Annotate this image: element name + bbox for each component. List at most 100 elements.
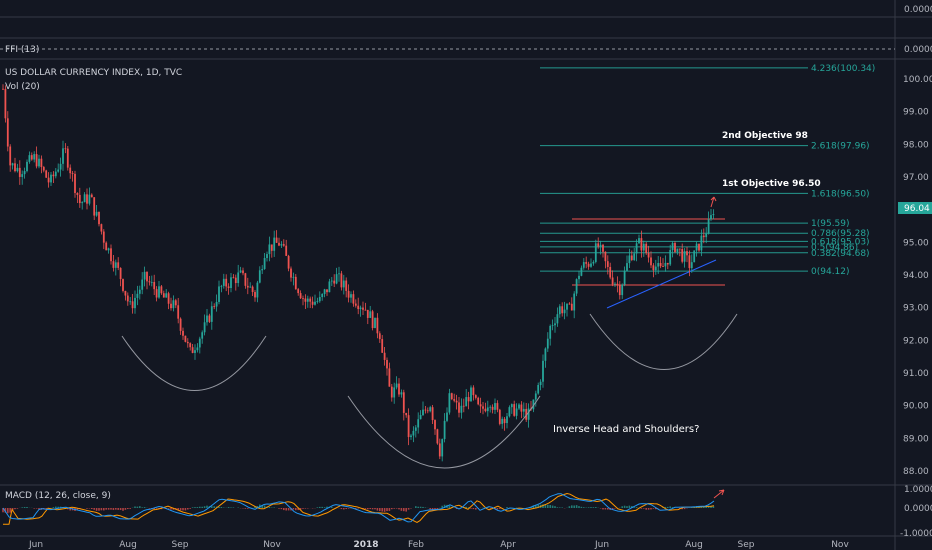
macd-histogram-bar [148, 508, 151, 509]
macd-histogram-bar [403, 508, 405, 512]
macd-histogram-bar [631, 506, 633, 508]
time-tick-label: Feb [408, 540, 424, 550]
fib-level-label: 0(94.12) [811, 267, 850, 277]
macd-histogram-bar [184, 508, 187, 511]
macd-histogram-bar [621, 506, 623, 508]
macd-histogram-bar [191, 507, 194, 508]
candle-body [431, 407, 434, 421]
macd-histogram-bar [127, 508, 129, 510]
candle-body [630, 255, 633, 261]
candle-body [489, 406, 492, 408]
candle-body [465, 397, 468, 407]
candle-body [213, 306, 216, 308]
macd-histogram-bar [115, 508, 117, 510]
candle-body [417, 419, 420, 428]
macd-histogram-bar [448, 505, 451, 508]
candle-body [640, 238, 643, 251]
candle-body [249, 286, 252, 288]
candle-body [64, 148, 67, 150]
macd-histogram-bar [395, 508, 398, 509]
macd-histogram-bar [391, 508, 393, 510]
macd-histogram-bar [273, 507, 275, 508]
candle-body [424, 409, 427, 411]
candle-body [472, 387, 475, 396]
candle-body [174, 300, 177, 306]
candle-body [102, 231, 105, 243]
macd-histogram-bar [549, 505, 551, 508]
candle-body [508, 407, 511, 417]
macd-histogram-bar [112, 508, 115, 511]
macd-histogram-bar [669, 506, 671, 508]
candle-body [251, 286, 254, 293]
candle-body [678, 248, 681, 250]
macd-histogram-bar [575, 505, 578, 508]
macd-histogram-bar [681, 508, 683, 510]
macd-histogram-bar [38, 508, 40, 510]
macd-histogram-bar [376, 508, 379, 511]
macd-histogram-bar [203, 506, 206, 508]
candle-body [62, 148, 64, 164]
macd-histogram-bar [467, 507, 470, 508]
candle-body [282, 244, 285, 246]
fibonacci-extension: 4.236(100.34) 2.618(97.96) 1.618(96.50) 1(9… [540, 64, 875, 277]
macd-histogram-bar [628, 505, 631, 508]
macd-histogram-bar [256, 506, 259, 508]
macd-histogram-bar [537, 504, 539, 508]
macd-histogram-bar [573, 505, 575, 508]
candle-body [662, 266, 664, 267]
candle-body [263, 258, 266, 270]
macd-histogram-bar [379, 508, 381, 512]
candle-body [395, 383, 398, 388]
candle-body [153, 282, 156, 290]
price-tick-label: 97.00 [903, 173, 929, 183]
macd-histogram-bar [155, 508, 158, 509]
candle-body [294, 276, 297, 290]
candle-body [321, 293, 324, 298]
macd-histogram-bar [643, 508, 645, 509]
candle-body [441, 439, 444, 457]
candle-body [698, 243, 700, 251]
macd-histogram-bar [141, 507, 143, 508]
macd-histogram-bar [292, 508, 295, 510]
candle-body [114, 262, 117, 268]
macd-histogram-bar [547, 504, 549, 508]
right-shoulder-arc [589, 313, 738, 370]
macd-histogram-bar [26, 506, 28, 508]
candle-body [225, 278, 228, 287]
candle-body [105, 242, 108, 251]
ffi-value: 0.0000 [904, 45, 932, 55]
candle-body [676, 248, 679, 252]
candle-body [503, 418, 506, 424]
macd-histogram-bar [652, 508, 655, 509]
candle-body [270, 244, 273, 251]
candle-body [69, 167, 72, 174]
candle-body [563, 309, 566, 314]
macd-histogram-bar [415, 506, 417, 508]
macd-histogram-bar [443, 504, 446, 508]
macd-histogram-bar [712, 506, 715, 508]
macd-histogram-bar [110, 508, 112, 510]
candle-body [318, 297, 321, 302]
macd-histogram-bar [571, 505, 573, 508]
candle-body [674, 242, 676, 252]
candle-body [398, 383, 400, 395]
candle-body [443, 420, 446, 440]
macd-histogram-bar [374, 508, 376, 510]
candle-body [170, 303, 172, 309]
candle-body [57, 169, 60, 172]
price-tick-label: 98.00 [903, 140, 929, 150]
candle-body [347, 290, 350, 298]
candle-body [47, 177, 50, 183]
macd-histogram-bar [199, 506, 201, 508]
candle-body [376, 317, 379, 334]
candle-body [616, 283, 619, 285]
macd-histogram-bar [182, 508, 184, 511]
macd-histogram-bar [635, 507, 638, 508]
candle-body [165, 293, 168, 298]
macd-histogram-bar [227, 507, 230, 508]
candle-body [388, 368, 391, 387]
macd-histogram-bar [14, 508, 16, 510]
candle-body [184, 335, 187, 342]
